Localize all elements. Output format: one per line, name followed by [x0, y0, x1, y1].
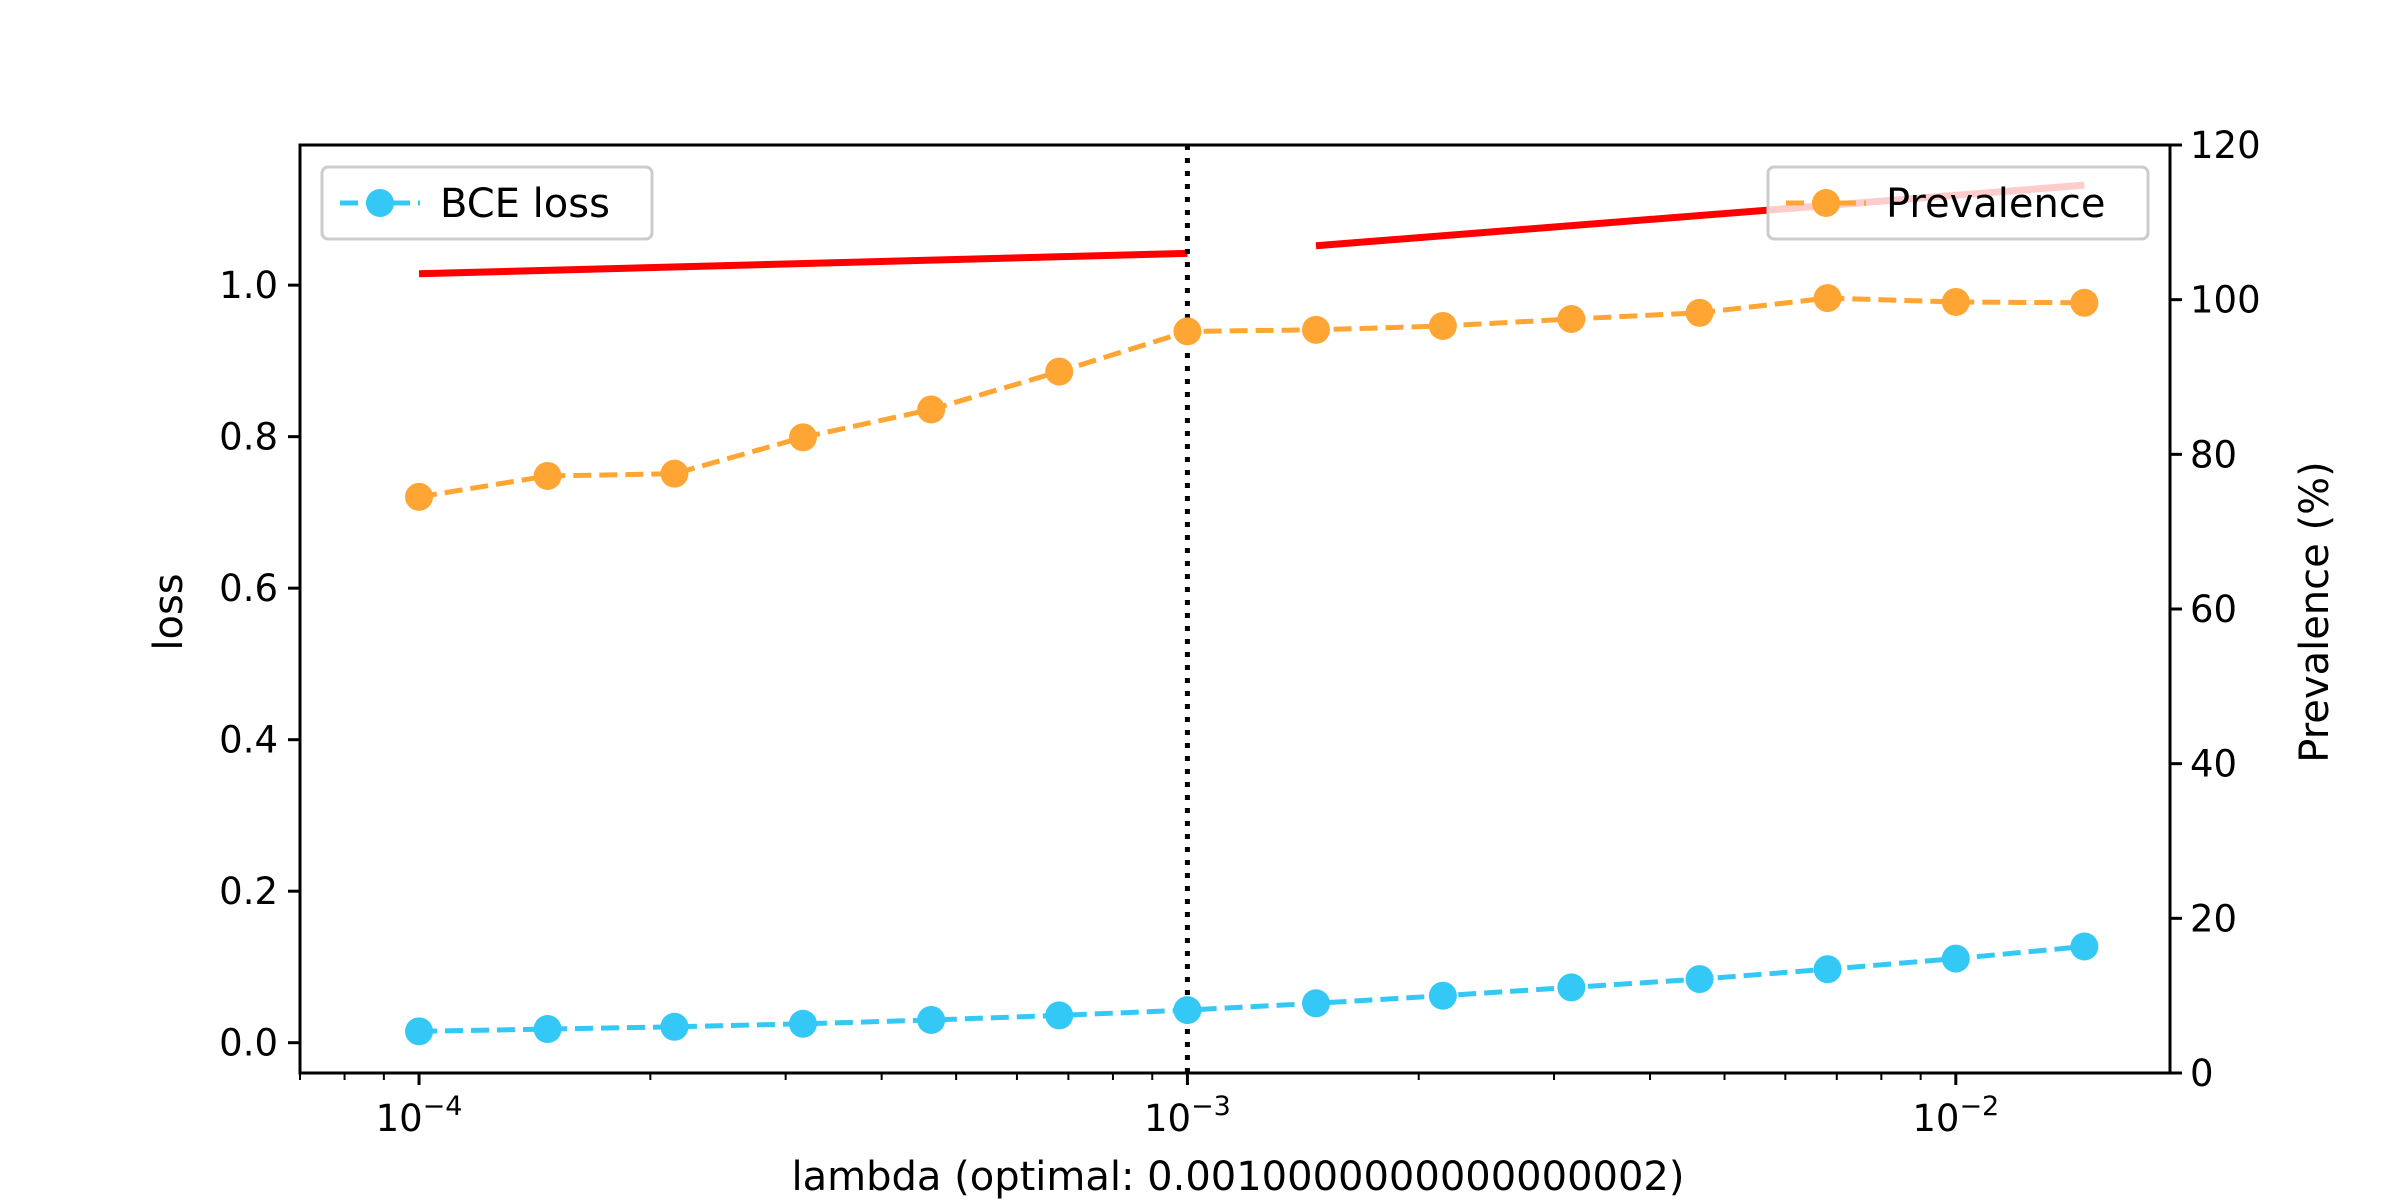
plot-frame [298, 143, 2172, 1075]
legend-marker-swatch [1812, 189, 1840, 217]
data-point-bce-loss [1045, 1001, 1074, 1030]
data-point-prevalence [1941, 287, 1970, 316]
y-axis-left-label: loss [146, 573, 192, 650]
data-point-bce-loss [1941, 944, 1970, 973]
data-point-prevalence [1685, 298, 1714, 327]
data-point-prevalence [1045, 357, 1074, 386]
data-point-prevalence [660, 459, 689, 488]
data-point-bce-loss [533, 1015, 562, 1044]
y-left-tick-label: 0.2 [219, 870, 278, 913]
y-left-tick-label: 0.0 [219, 1022, 278, 1065]
legend-prevalence: Prevalence [1766, 165, 2150, 241]
y-right-tick-label: 80 [2190, 433, 2237, 476]
data-point-prevalence [1428, 311, 1457, 340]
data-point-prevalence [2070, 288, 2099, 317]
data-point-prevalence [1301, 315, 1330, 344]
data-point-bce-loss [660, 1012, 689, 1041]
legend-box [1766, 165, 2150, 241]
data-point-bce-loss [405, 1017, 434, 1046]
series-line-bce-loss [418, 944, 2085, 1034]
x-tick-label: 10−3 [1144, 1091, 1231, 1140]
x-axis-label: lambda (optimal: 0.0010000000000000002) [792, 1154, 1685, 1200]
data-point-bce-loss [2070, 932, 2099, 961]
data-point-prevalence [1173, 317, 1202, 346]
y-right-tick-label: 40 [2190, 743, 2237, 786]
data-point-bce-loss [788, 1009, 817, 1038]
data-point-bce-loss [1173, 996, 1202, 1025]
legends: BCE loss Prevalence [320, 165, 2150, 241]
y-left-tick-label: 0.8 [219, 416, 278, 459]
series-line-prevalence [418, 295, 2085, 500]
data-point-prevalence [405, 482, 434, 511]
y-right-tick-label: 60 [2190, 588, 2237, 631]
x-tick-label: 10−2 [1912, 1091, 1999, 1140]
y-right-tick-label: 0 [2190, 1052, 2214, 1095]
y-right-tick-label: 100 [2190, 279, 2261, 322]
data-point-prevalence [533, 461, 562, 490]
y-axis-right-label: Prevalence (%) [2292, 461, 2338, 762]
legend-bce-loss: BCE loss [320, 165, 654, 241]
data-point-bce-loss [1557, 973, 1586, 1002]
y-left-tick-label: 0.4 [219, 719, 278, 762]
legend-label: Prevalence [1886, 181, 2105, 227]
data-point-bce-loss [1428, 981, 1457, 1010]
y-right-tick-label: 20 [2190, 897, 2237, 940]
data-point-prevalence [788, 423, 817, 452]
data-point-prevalence [1813, 284, 1842, 313]
data-point-bce-loss [1685, 965, 1714, 994]
y-right-tick-label: 120 [2190, 124, 2261, 167]
plot-area [405, 145, 2099, 1073]
data-point-prevalence [917, 395, 946, 424]
data-point-prevalence [1557, 305, 1586, 333]
legend-label: BCE loss [440, 181, 610, 227]
axes: 0.0 0.2 0.4 0.6 0.8 1.0 0 20 40 60 80 100 120 10−4 10−… [219, 124, 2260, 1140]
data-point-bce-loss [917, 1005, 946, 1034]
legend-marker-swatch [366, 189, 394, 217]
data-point-bce-loss [1301, 989, 1330, 1018]
y-left-tick-label: 0.6 [219, 567, 278, 610]
legend-box [320, 165, 654, 241]
x-tick-label: 10−4 [376, 1091, 463, 1140]
y-left-tick-label: 1.0 [219, 264, 278, 307]
data-point-bce-loss [1813, 955, 1842, 984]
red-segment-1 [418, 249, 1188, 278]
